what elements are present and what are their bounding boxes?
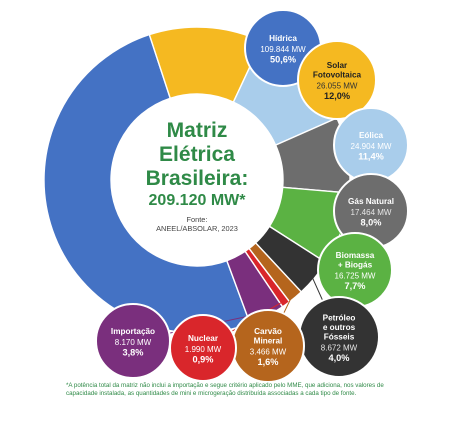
label-share-importacao: 3,8% xyxy=(123,347,144,357)
label-power-nuclear: 1.990 MW xyxy=(185,345,222,354)
label-power-eolica: 24.904 MW xyxy=(351,142,392,151)
label-bubble-importacao: Importação 8.170 MW3,8% xyxy=(95,303,171,379)
chart-title-line-1: Matriz xyxy=(167,119,228,142)
label-name-importacao: Importação xyxy=(111,327,155,336)
label-power-hidrica: 109.844 MW xyxy=(260,45,306,54)
chart-title-line-2: Elétrica xyxy=(159,143,235,166)
bubble-circle-importacao xyxy=(95,303,171,379)
chart-source: ANEEL/ABSOLAR, 2023 xyxy=(156,224,238,233)
label-name-eolica: Eólica xyxy=(359,131,384,140)
label-power-biomassa-biogas: 16.725 MW xyxy=(335,272,376,281)
label-name-hidrica: Hídrica xyxy=(269,34,297,43)
label-share-carvao-mineral: 1,6% xyxy=(258,357,279,367)
label-name-carvao-mineral: Carvão Mineral xyxy=(254,327,283,346)
label-share-hidrica: 50,6% xyxy=(270,54,296,64)
label-bubble-carvao-mineral: Carvão Mineral 3.466 MW1,6% xyxy=(231,309,305,383)
label-power-solar-fotovoltaica: 26.055 MW xyxy=(317,82,358,91)
chart-source-label: Fonte: xyxy=(187,215,208,224)
label-name-solar-fotovoltaica: Solar Fotovoltaica xyxy=(313,61,362,80)
label-share-gas-natural: 8,0% xyxy=(361,217,382,227)
label-name-gas-natural: Gás Natural xyxy=(348,197,394,206)
label-share-biomassa-biogas: 7,7% xyxy=(345,281,366,291)
label-bubble-biomassa-biogas: Biomassa + Biogás 16.725 MW7,7% xyxy=(317,232,393,308)
chart-total: 209.120 MW* xyxy=(149,192,247,209)
bubble-circle-biomassa-biogas xyxy=(317,232,393,308)
chart-title-line-3: Brasileira: xyxy=(146,167,249,190)
donut-hole xyxy=(111,94,283,266)
label-share-solar-fotovoltaica: 12,0% xyxy=(324,91,350,101)
label-power-carvao-mineral: 3.466 MW xyxy=(250,348,287,357)
footnote: *A potência total da matriz não inclui a… xyxy=(66,382,384,397)
label-share-eolica: 11,4% xyxy=(358,151,384,161)
label-share-petroleo-e-outros-fosseis: 4,0% xyxy=(329,353,350,363)
bubble-circle-carvao-mineral xyxy=(231,309,305,383)
label-power-gas-natural: 17.464 MW xyxy=(351,208,392,217)
bubble-circle-solar-fotovoltaica xyxy=(297,40,377,120)
label-bubble-petroleo-e-outros-fosseis: Petróleo e outros Fósseis 8.672 MW4,0% xyxy=(298,296,380,378)
label-power-importacao: 8.170 MW xyxy=(115,338,152,347)
label-name-petroleo-e-outros-fosseis: Petróleo e outros Fósseis xyxy=(323,313,356,341)
label-power-petroleo-e-outros-fosseis: 8.672 MW xyxy=(321,343,358,352)
label-share-nuclear: 0,9% xyxy=(193,354,214,364)
label-name-biomassa-biogas: Biomassa + Biogás xyxy=(336,251,375,270)
label-name-nuclear: Nuclear xyxy=(188,334,219,343)
label-bubble-nuclear: Nuclear 1.990 MW0,9% xyxy=(169,314,237,382)
